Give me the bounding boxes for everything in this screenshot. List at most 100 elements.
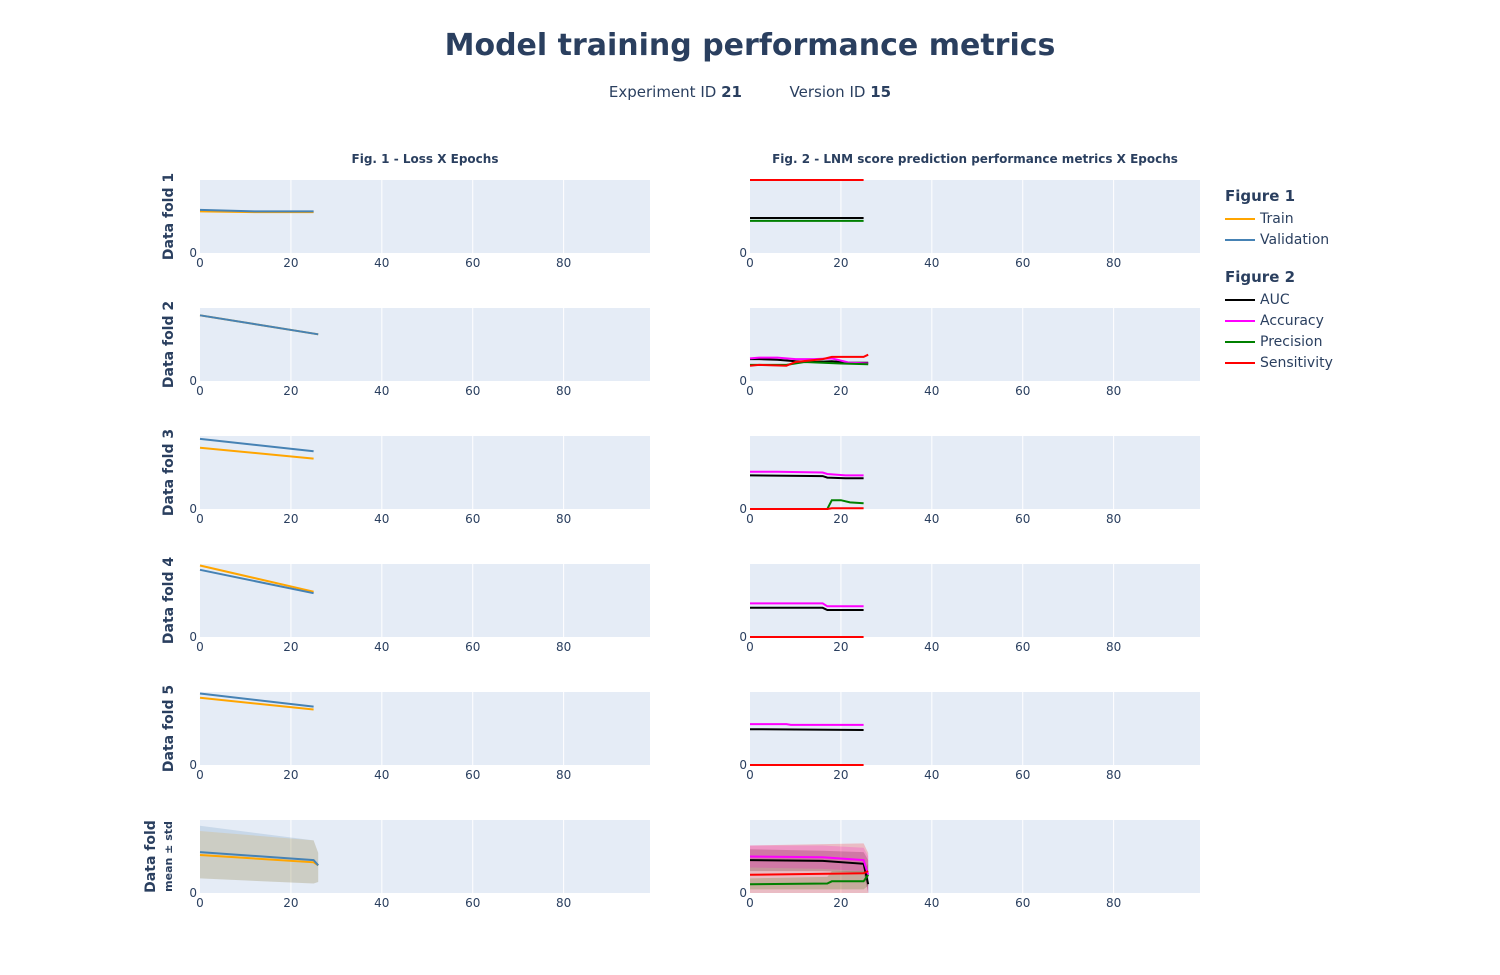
x-tick-label: 0 [746, 896, 754, 910]
legend-item-sensitivity[interactable]: Sensitivity [1225, 352, 1333, 373]
legend-item-accuracy[interactable]: Accuracy [1225, 310, 1333, 331]
series-line-train [199, 446, 314, 460]
x-tick-label: 20 [283, 512, 298, 526]
legend-item-auc[interactable]: AUC [1225, 289, 1333, 310]
x-tick-label: 20 [283, 256, 298, 270]
row-label: Data fold 5 [161, 685, 177, 772]
legend-label: Train [1260, 210, 1294, 227]
y-tick-label: 0 [189, 758, 197, 772]
std-band-sensitivity [750, 843, 869, 893]
x-tick-label: 80 [1106, 640, 1121, 654]
x-tick-label: 20 [283, 384, 298, 398]
x-tick-label: 80 [556, 640, 571, 654]
series-line-validation [199, 851, 319, 866]
plot-background [200, 308, 650, 381]
x-tick-label: 0 [746, 384, 754, 398]
legend-swatch [1225, 238, 1255, 241]
x-tick-label: 80 [1106, 768, 1121, 782]
series-line-validation [199, 314, 319, 336]
loss-panel: 0 20 40 60 80 0 [189, 820, 650, 910]
x-tick-label: 60 [1015, 256, 1030, 270]
x-tick-label: 0 [746, 768, 754, 782]
plot-background [200, 692, 650, 765]
x-tick-label: 40 [924, 384, 939, 398]
x-tick-label: 60 [465, 768, 480, 782]
x-tick-label: 80 [1106, 896, 1121, 910]
series-line-auc [750, 606, 864, 611]
x-tick-label: 40 [374, 640, 389, 654]
x-tick-label: 40 [374, 896, 389, 910]
legend-label: Accuracy [1260, 312, 1324, 329]
legend-label: Sensitivity [1260, 354, 1333, 371]
x-tick-label: 0 [746, 256, 754, 270]
y-tick-label: 0 [739, 246, 747, 260]
version-id: 15 [870, 83, 892, 101]
row-label: Data fold 4 [161, 557, 177, 644]
x-tick-label: 20 [283, 896, 298, 910]
x-tick-label: 40 [924, 640, 939, 654]
x-tick-label: 40 [374, 512, 389, 526]
loss-panel: 0 20 40 60 80 0 [189, 180, 650, 270]
plot-background [200, 436, 650, 509]
row-label: Data fold 3 [161, 429, 177, 516]
page-subtitle: Experiment ID 21 Version ID 15 [0, 83, 1500, 101]
x-tick-label: 20 [833, 768, 848, 782]
x-tick-label: 20 [833, 384, 848, 398]
x-tick-label: 60 [1015, 640, 1030, 654]
legend-item-precision[interactable]: Precision [1225, 331, 1333, 352]
series-line-train [199, 564, 314, 593]
plot-background [200, 564, 650, 637]
x-tick-label: 20 [833, 640, 848, 654]
x-tick-label: 80 [1106, 512, 1121, 526]
x-tick-label: 0 [196, 768, 204, 782]
legend-item-validation[interactable]: Validation [1225, 229, 1333, 250]
series-line-auc [749, 859, 870, 885]
series-line-validation [199, 437, 314, 453]
row-label: Data fold 1 [161, 173, 177, 260]
experiment-id: 21 [721, 83, 742, 101]
legend-label: Precision [1260, 333, 1323, 350]
page-title: Model training performance metrics [444, 28, 1056, 63]
plot-background [750, 308, 1200, 381]
series-line-accuracy [750, 602, 864, 608]
legend-figure1-title: Figure 1 [1225, 187, 1296, 205]
x-tick-label: 40 [924, 512, 939, 526]
y-tick-label: 0 [739, 374, 747, 388]
series-line-validation [199, 692, 314, 708]
series-line-train [199, 696, 314, 711]
row-label: Data fold 2 [161, 301, 177, 388]
series-line-validation [199, 208, 314, 213]
x-tick-label: 80 [556, 768, 571, 782]
y-tick-label: 0 [739, 758, 747, 772]
y-tick-label: 0 [189, 374, 197, 388]
x-tick-label: 40 [374, 768, 389, 782]
row-sublabel: mean ± std [162, 821, 175, 892]
x-tick-label: 20 [283, 640, 298, 654]
x-tick-label: 80 [556, 384, 571, 398]
y-tick-label: 0 [189, 886, 197, 900]
x-tick-label: 60 [465, 512, 480, 526]
x-tick-label: 40 [924, 256, 939, 270]
series-line-sensitivity [750, 507, 864, 510]
x-tick-label: 80 [1106, 384, 1121, 398]
plot-background [750, 564, 1200, 637]
series-line-validation [199, 568, 314, 595]
legend-item-train[interactable]: Train [1225, 208, 1333, 229]
x-tick-label: 60 [465, 256, 480, 270]
x-tick-label: 60 [465, 384, 480, 398]
x-tick-label: 20 [833, 256, 848, 270]
plot-background [200, 180, 650, 253]
legend-label: AUC [1260, 291, 1290, 308]
series-line-sensitivity [749, 870, 869, 876]
y-tick-label: 0 [739, 630, 747, 644]
metrics-panel: 0 20 40 60 80 0 [739, 179, 1200, 270]
x-tick-label: 0 [196, 512, 204, 526]
x-tick-label: 60 [1015, 384, 1030, 398]
series-line-accuracy [750, 723, 864, 726]
series-line-accuracy [749, 855, 870, 876]
experiment-label: Experiment ID [608, 83, 717, 101]
x-tick-label: 40 [924, 896, 939, 910]
column-title: Fig. 1 - Loss X Epochs [352, 152, 499, 166]
legend-swatch [1225, 319, 1255, 322]
